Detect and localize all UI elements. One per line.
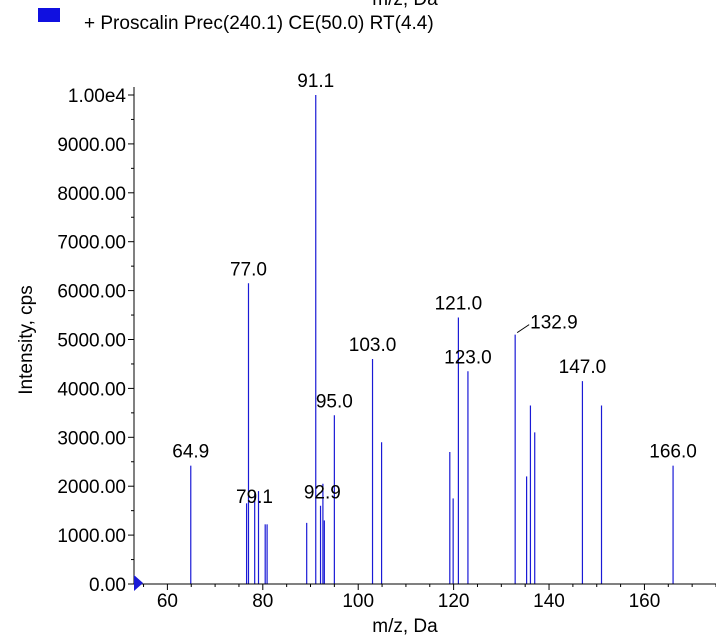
peak-label: 123.0: [444, 347, 492, 368]
peak-labels-group: 64.9 77.0 79.1 91.1 92.9 95.0 103.0 121.0 123.0 1…: [172, 71, 697, 508]
x-axis-title: m/z, Da: [372, 616, 438, 637]
peak-label: 79.1: [236, 487, 273, 508]
y-tick-label: 9000.00: [57, 135, 126, 156]
legend: + Proscalin Prec(240.1) CE(50.0) RT(4.4): [38, 8, 434, 34]
y-tick-label: 8000.00: [57, 184, 126, 205]
peak-label: 132.9: [530, 313, 578, 334]
peak-label: 91.1: [297, 71, 334, 92]
y-tick-label: 1000.00: [57, 526, 126, 547]
x-tick-label: 140: [533, 591, 565, 612]
y-axis-title: Intensity, cps: [16, 285, 37, 394]
legend-swatch: [38, 8, 60, 22]
peak-label: 121.0: [435, 293, 483, 314]
peak-label: 103.0: [349, 335, 397, 356]
peak-label: 166.0: [649, 442, 697, 463]
previous-axis-title: m/z, Da: [372, 0, 438, 10]
peak-label-leader: [516, 324, 530, 334]
y-tick-label: 6000.00: [57, 282, 126, 303]
y-tick-label: 7000.00: [57, 233, 126, 254]
x-tick-label: 60: [157, 591, 178, 612]
peaks-group: [190, 95, 674, 584]
y-tick-label: 1.00e4: [68, 86, 127, 107]
legend-text: + Proscalin Prec(240.1) CE(50.0) RT(4.4): [84, 13, 434, 34]
x-axis-ticks: 60 80 100 120 140 160: [143, 584, 716, 612]
x-tick-label: 160: [629, 591, 661, 612]
peak-label: 92.9: [304, 482, 341, 503]
peak-label: 147.0: [559, 357, 607, 378]
x-tick-label: 120: [438, 591, 470, 612]
peak-label: 77.0: [230, 259, 267, 280]
peak-label: 95.0: [316, 391, 353, 412]
peak-label: 64.9: [172, 442, 209, 463]
x-tick-label: 80: [252, 591, 273, 612]
y-tick-label: 0.00: [89, 575, 126, 596]
y-tick-label: 2000.00: [57, 477, 126, 498]
y-tick-label: 5000.00: [57, 331, 126, 352]
baseline-marker-triangle: [134, 575, 143, 591]
y-tick-label: 3000.00: [57, 428, 126, 449]
y-tick-label: 4000.00: [57, 379, 126, 400]
x-tick-label: 100: [342, 591, 374, 612]
y-axis-ticks: 0.00 1000.00 2000.00 3000.00 4000.00 5000.00 6…: [57, 86, 134, 596]
